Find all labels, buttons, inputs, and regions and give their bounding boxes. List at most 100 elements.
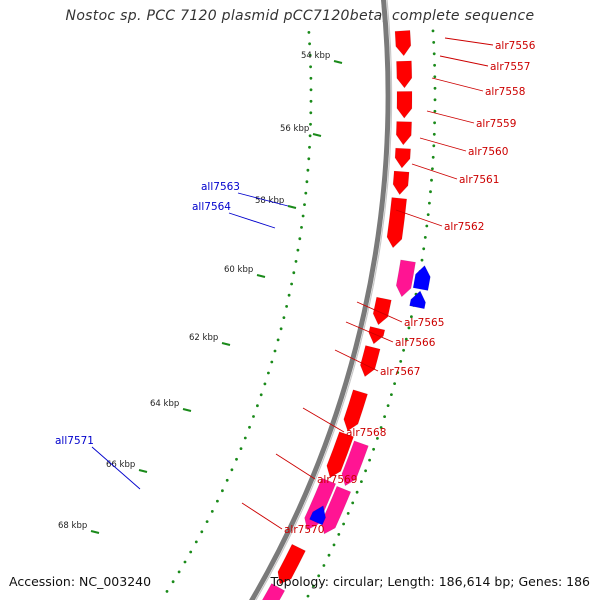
reverse-gene-label: all7571 xyxy=(55,435,94,447)
tick-dot xyxy=(407,326,411,330)
forward-gene-label: alr7565 xyxy=(404,317,444,329)
forward-gene-label: alr7570 xyxy=(284,524,324,536)
kbp-label: 60 kbp xyxy=(224,265,253,275)
tick-dot xyxy=(308,145,311,149)
tick-dot xyxy=(307,157,311,161)
tick-dot xyxy=(404,337,408,341)
tick-dot xyxy=(309,88,313,92)
inner-tick-ring xyxy=(165,31,313,593)
tick-dot xyxy=(322,564,326,567)
tick-dot xyxy=(360,480,363,483)
gene-leader-line xyxy=(439,55,489,67)
tick-dot xyxy=(376,437,379,440)
tick-dot xyxy=(292,271,296,275)
forward-gene-label: alr7569 xyxy=(317,474,357,486)
gene-leader-line xyxy=(228,212,276,229)
tick-dot xyxy=(216,499,219,503)
tick-dot xyxy=(239,447,243,450)
tick-dot xyxy=(296,248,300,252)
gene-leader-line xyxy=(91,446,141,490)
tick-dot xyxy=(342,522,345,526)
forward-gene-label: alr7566 xyxy=(395,337,436,349)
gene-leader-line xyxy=(237,192,289,207)
forward-gene-arrow xyxy=(343,389,368,432)
tick-dot xyxy=(177,570,181,574)
tick-dot xyxy=(301,214,305,218)
tick-dot xyxy=(267,371,270,375)
kbp-label: 62 kbp xyxy=(189,333,218,343)
kbp-tick xyxy=(256,274,266,278)
tick-dot xyxy=(309,65,312,69)
forward-gene-arrow xyxy=(277,543,306,585)
tick-dot xyxy=(243,436,247,440)
tick-dot xyxy=(303,203,306,207)
tick-dot xyxy=(309,122,312,126)
kbp-tick xyxy=(312,133,322,137)
tick-dot xyxy=(300,226,303,229)
tick-dot xyxy=(422,247,426,251)
tick-dot xyxy=(402,348,405,352)
tick-dot xyxy=(390,393,393,396)
tick-dot xyxy=(248,425,251,429)
tick-dot xyxy=(368,458,371,462)
forward-gene-arrow xyxy=(326,431,354,479)
tick-dot xyxy=(433,121,436,125)
gene-leader-line xyxy=(334,349,379,372)
tick-dot xyxy=(200,530,204,534)
tick-dot xyxy=(433,109,437,113)
tick-dot xyxy=(430,178,433,182)
tick-dot xyxy=(165,590,169,593)
tick-dot xyxy=(290,282,293,286)
forward-gene-arrow xyxy=(392,170,410,196)
tick-dot xyxy=(273,349,277,353)
tick-dot xyxy=(372,447,375,451)
tick-dot xyxy=(431,29,435,33)
reverse-gene-label: all7563 xyxy=(201,181,240,193)
reverse-gene-arrow xyxy=(412,265,431,291)
forward-gene-arrow xyxy=(341,440,369,487)
tick-dot xyxy=(308,53,312,57)
forward-gene-arrow xyxy=(395,121,412,146)
kbp-label: 56 kbp xyxy=(280,124,309,134)
forward-gene-arrow xyxy=(396,91,413,119)
tick-dot xyxy=(432,132,436,136)
tick-dot xyxy=(396,371,400,374)
tick-dot xyxy=(307,31,311,34)
forward-gene-arrow xyxy=(394,30,412,57)
forward-gene-arrow xyxy=(394,147,411,169)
gene-leader-line xyxy=(411,163,458,180)
gene-leader-line xyxy=(302,407,345,433)
tick-dot xyxy=(252,415,255,418)
tick-dot xyxy=(259,393,263,397)
gene-leader-line xyxy=(426,110,475,124)
forward-gene-label: alr7562 xyxy=(444,221,484,233)
tick-dot xyxy=(327,553,331,557)
gene-leader-line xyxy=(275,453,316,480)
forward-gene-arrow xyxy=(360,345,381,378)
reverse-gene-arrow xyxy=(409,290,426,310)
forward-gene-arrow xyxy=(386,197,408,249)
tick-dot xyxy=(210,510,214,513)
tick-dot xyxy=(282,316,286,319)
reverse-gene-arrow xyxy=(309,505,326,526)
tick-dot xyxy=(432,144,436,148)
tick-dot xyxy=(355,490,359,494)
tick-dot xyxy=(183,560,187,564)
forward-gene-label: alr7561 xyxy=(459,174,499,186)
tick-dot xyxy=(432,41,436,44)
tick-dot xyxy=(225,478,229,482)
gene-leader-line xyxy=(241,502,283,530)
tick-dot xyxy=(433,86,437,90)
summary-text: Topology: circular; Length: 186,614 bp; … xyxy=(270,574,591,589)
kbp-tick xyxy=(90,530,100,534)
tick-dot xyxy=(309,111,313,115)
kbp-label: 66 kbp xyxy=(106,460,135,470)
tick-dot xyxy=(428,201,431,205)
forward-gene-arrow xyxy=(261,583,286,600)
tick-dot xyxy=(431,167,434,171)
tick-dot xyxy=(235,457,238,461)
kbp-label: 68 kbp xyxy=(58,521,87,531)
accession-text: Accession: NC_003240 xyxy=(9,574,152,589)
gene-leader-line xyxy=(419,137,467,152)
tick-dot xyxy=(304,191,308,195)
